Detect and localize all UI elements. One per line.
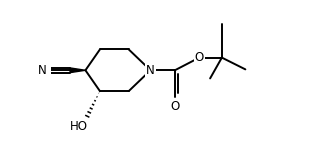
Text: N: N bbox=[38, 64, 47, 77]
Text: N: N bbox=[146, 64, 155, 77]
Text: O: O bbox=[170, 100, 179, 113]
Text: O: O bbox=[195, 51, 204, 64]
Text: HO: HO bbox=[70, 120, 88, 133]
Polygon shape bbox=[70, 68, 86, 73]
